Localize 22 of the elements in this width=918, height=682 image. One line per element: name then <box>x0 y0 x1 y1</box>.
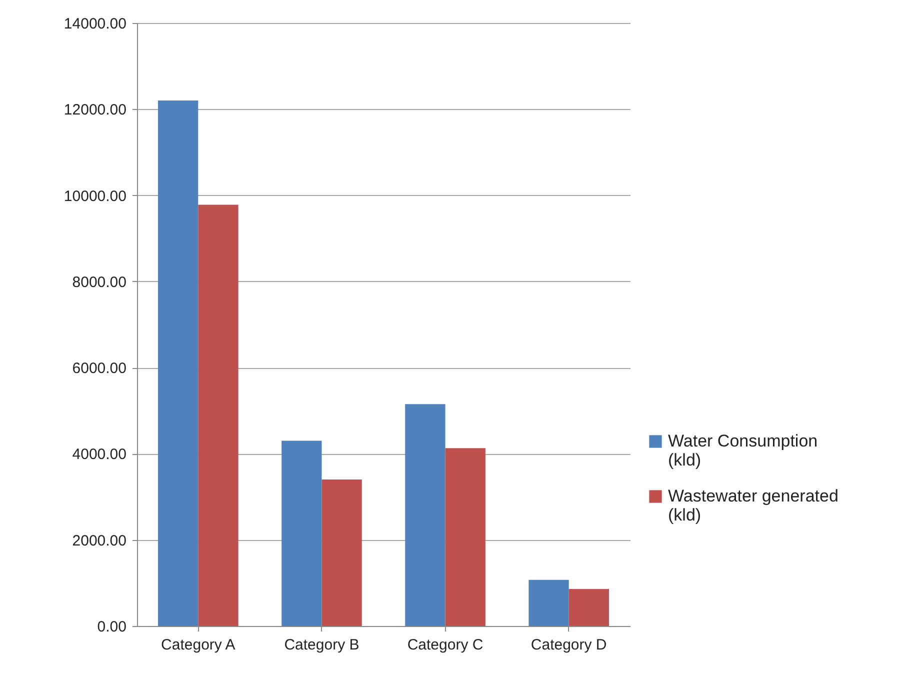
bar <box>405 404 446 626</box>
y-tick-label: 10000.00 <box>64 188 126 205</box>
bar <box>445 448 486 626</box>
x-tick-label: Category A <box>161 636 236 654</box>
y-tick-label: 4000.00 <box>72 446 126 464</box>
bar <box>322 480 362 626</box>
x-tick-label: Category B <box>284 636 360 654</box>
bar <box>528 580 569 626</box>
y-tick-label: 0.00 <box>97 618 126 636</box>
bar <box>568 588 609 626</box>
y-tick-label: 6000.00 <box>72 360 126 378</box>
legend-label: Water Consumption (kld) <box>668 432 818 470</box>
x-tick-label: Category C <box>407 636 484 654</box>
x-tick-label: Category D <box>530 636 607 654</box>
y-tick-label: 12000.00 <box>64 102 126 119</box>
bar <box>282 440 322 626</box>
bar <box>198 204 238 626</box>
bar <box>158 100 198 626</box>
y-tick-label: 14000.00 <box>64 16 126 32</box>
y-tick-label: 2000.00 <box>72 532 126 550</box>
y-tick-label: 8000.00 <box>72 274 126 291</box>
legend-label: Wastewater generated (kld) <box>668 486 838 524</box>
